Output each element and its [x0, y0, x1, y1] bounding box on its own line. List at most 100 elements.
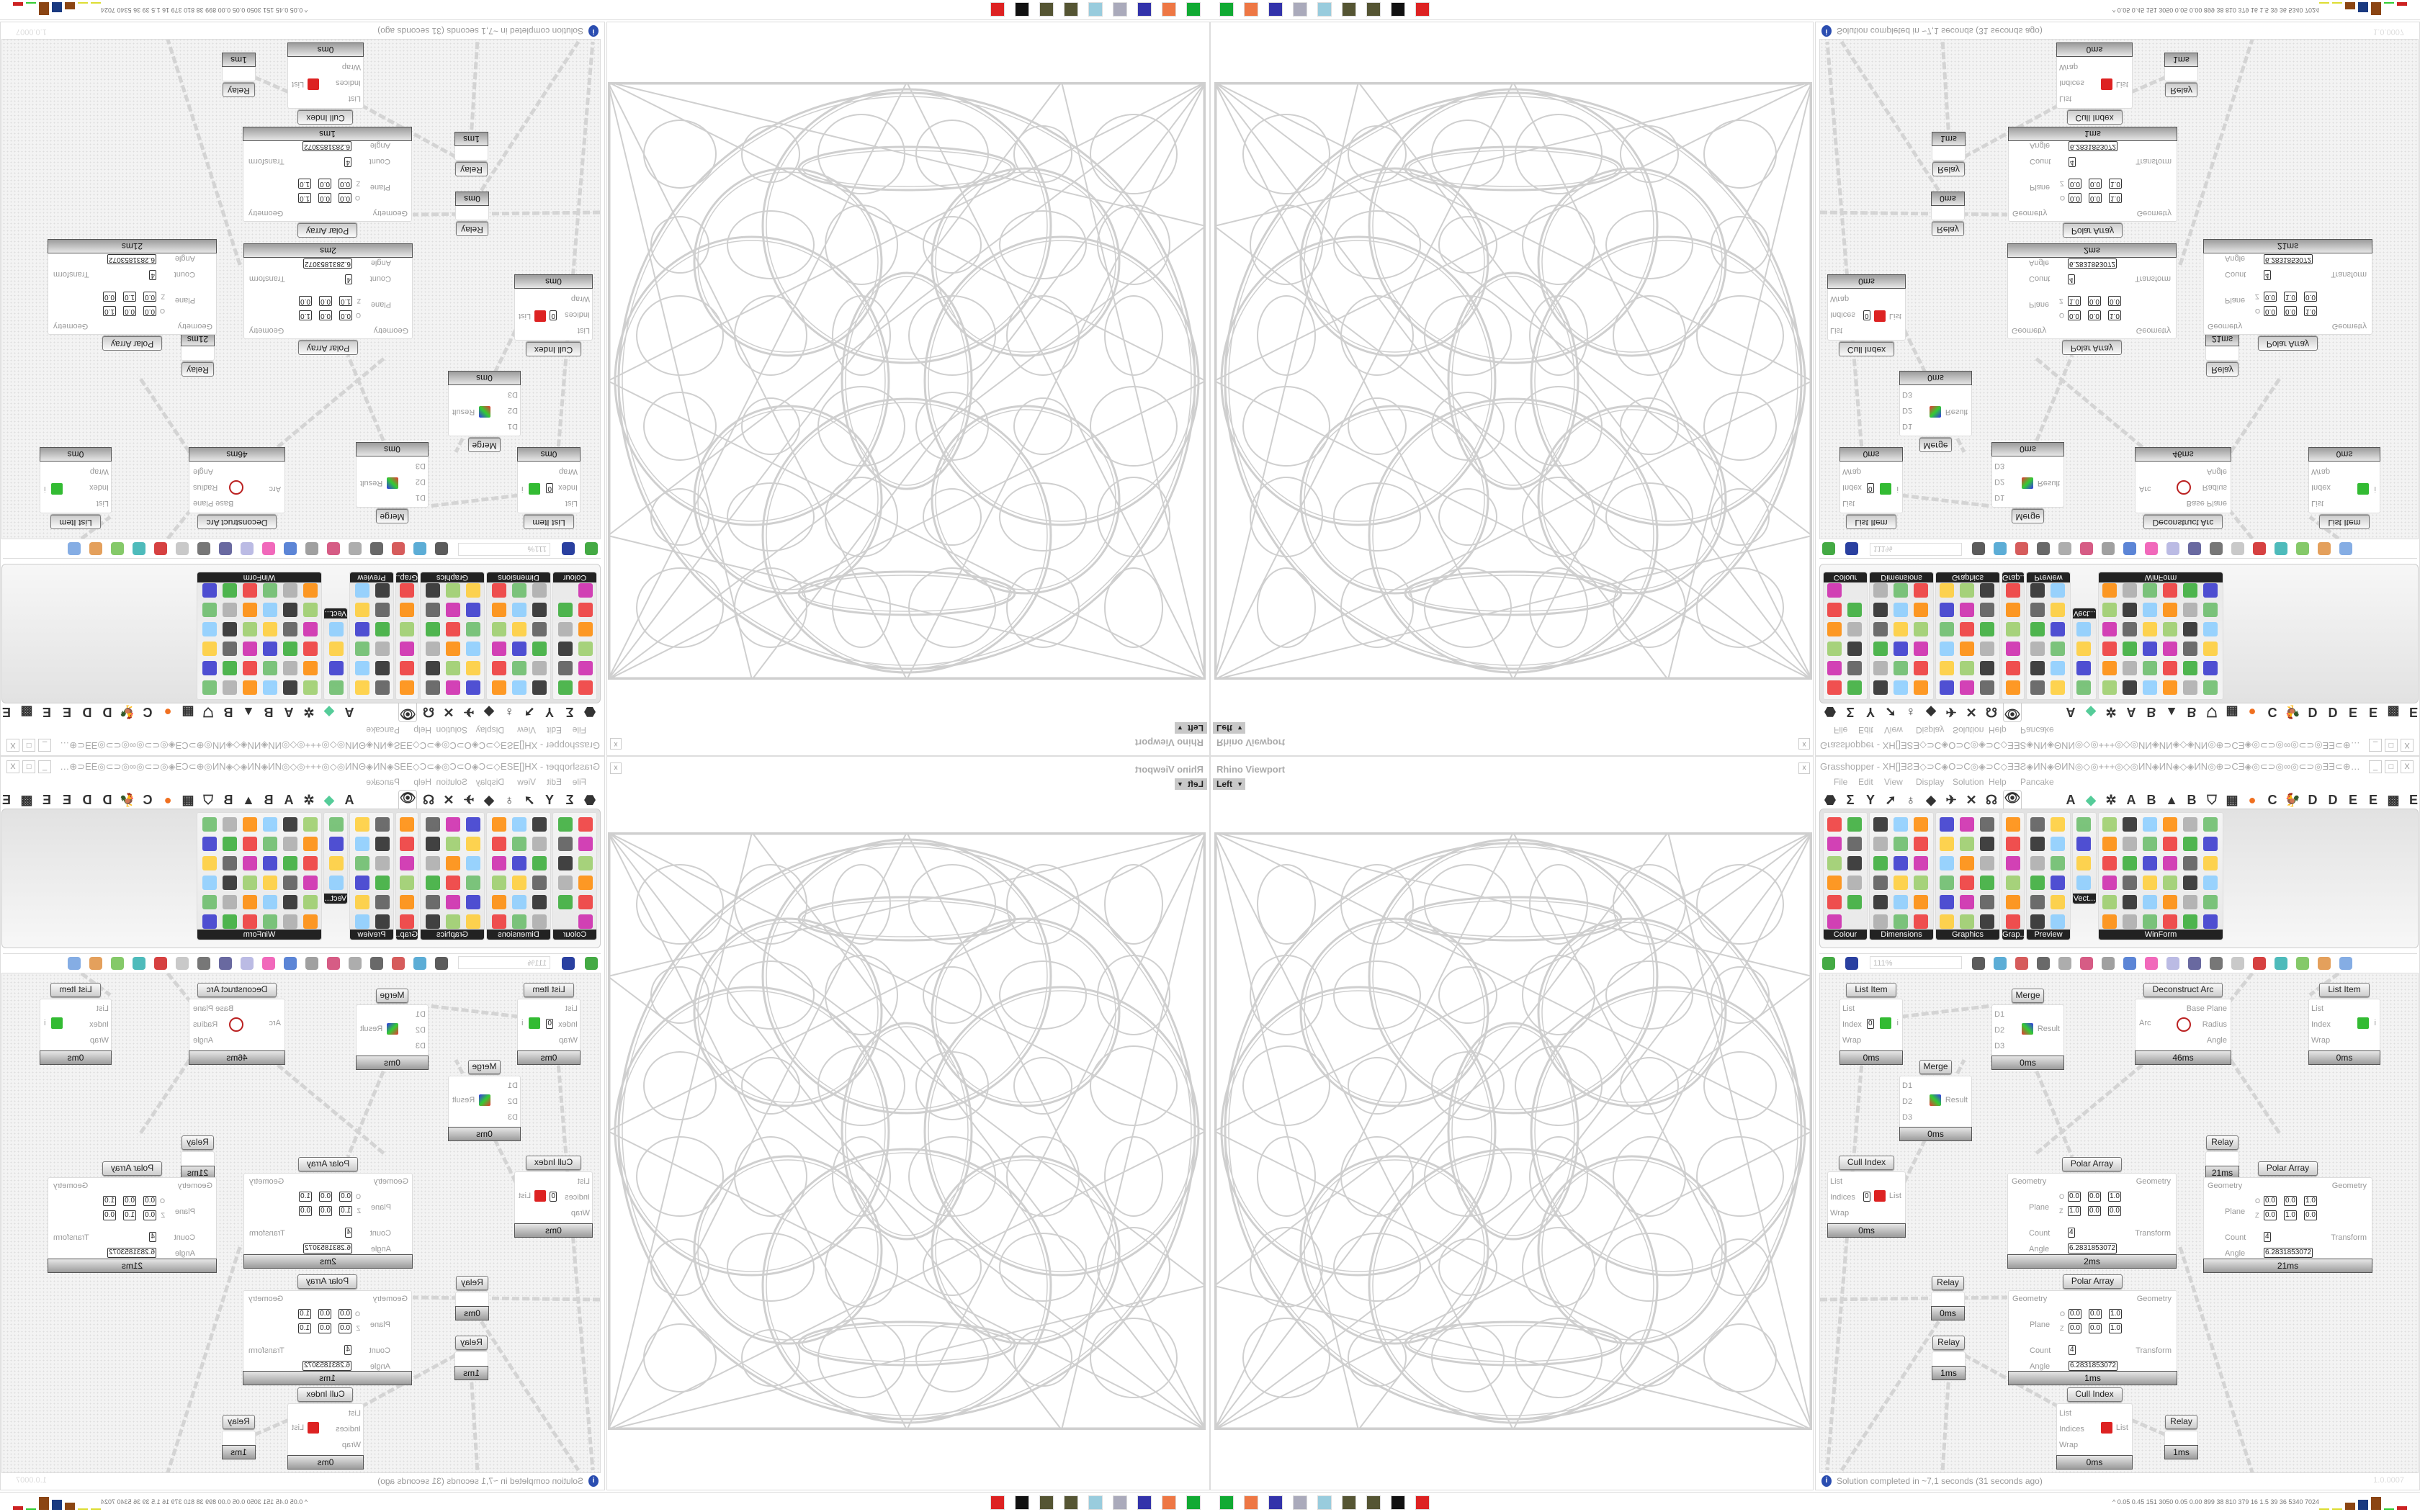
component-icon[interactable] — [1873, 622, 1888, 636]
component-icon[interactable] — [492, 876, 506, 890]
plane-o-value[interactable]: 0.0 — [2069, 193, 2081, 203]
component-icon[interactable] — [1960, 876, 1974, 890]
view-selector[interactable]: Left ▼ — [1213, 778, 1245, 790]
tab-display-eye[interactable]: 👁 — [398, 790, 417, 809]
pinecone-icon[interactable] — [1064, 2, 1078, 17]
component-icon[interactable] — [243, 680, 257, 695]
viewport-close-button[interactable]: x — [610, 762, 622, 774]
input-index[interactable]: Index — [2311, 483, 2331, 492]
plane-o-value[interactable]: 0.0 — [143, 306, 156, 316]
component-icon[interactable] — [223, 603, 237, 617]
component-body[interactable] — [454, 1351, 488, 1367]
menu-pancake[interactable]: Pancake — [2020, 725, 2054, 735]
input-list[interactable]: List — [2059, 94, 2072, 103]
panel-label[interactable]: WinForm — [197, 930, 321, 940]
component-icon[interactable] — [1847, 895, 1862, 909]
toolbar-icon[interactable] — [2188, 957, 2201, 970]
tab-letter[interactable]: ● — [163, 705, 172, 719]
input-angle[interactable]: Angle — [2029, 1245, 2050, 1254]
component-icon[interactable] — [2163, 642, 2177, 656]
component-icon[interactable] — [223, 856, 237, 870]
component-relay[interactable]: Relay 1ms — [454, 130, 488, 176]
toolbar-icon[interactable] — [2253, 957, 2266, 970]
component-icon[interactable] — [2102, 642, 2117, 656]
component-icon[interactable] — [1873, 661, 1888, 675]
panel-label[interactable]: Grap... — [396, 572, 418, 582]
tab-letter[interactable]: D — [2328, 793, 2338, 807]
component-icon[interactable] — [1980, 817, 1994, 832]
component-icon[interactable] — [1894, 583, 1908, 598]
input-d2[interactable]: D2 — [1994, 477, 2005, 486]
component-title[interactable]: List Item — [523, 983, 575, 997]
component-icon[interactable] — [355, 876, 369, 890]
toolbar-icon[interactable] — [413, 957, 426, 970]
tab-icon[interactable]: ✕ — [443, 793, 454, 807]
component-list-item[interactable]: List Item 0ms List Index Wrap i 0 — [517, 445, 581, 529]
viewport-geometry[interactable] — [1214, 82, 1812, 680]
component-title[interactable]: Polar Array — [297, 1274, 358, 1289]
count-value[interactable]: 4 — [345, 274, 352, 284]
component-icon[interactable] — [202, 642, 217, 656]
component-title[interactable]: List Item — [1845, 983, 1897, 997]
close-button[interactable]: X — [2401, 739, 2414, 752]
tab-letter[interactable]: ▦ — [2226, 705, 2238, 719]
component-icon[interactable] — [1940, 817, 1954, 832]
output-i[interactable]: i — [2374, 485, 2376, 493]
component-icon[interactable] — [329, 680, 344, 695]
toolbar-icon[interactable] — [327, 542, 340, 555]
component-icon[interactable] — [466, 642, 480, 656]
tab-letter[interactable]: A — [344, 793, 354, 807]
input-list[interactable]: List — [348, 94, 361, 103]
tab-letter[interactable]: B — [264, 705, 274, 719]
component-icon[interactable] — [2143, 895, 2157, 909]
notepad-icon[interactable] — [1317, 2, 1332, 17]
component-icon[interactable] — [1940, 895, 1954, 909]
component-title[interactable]: Merge — [468, 438, 501, 452]
component-icon[interactable] — [2183, 583, 2197, 598]
tab-icon[interactable]: ☊ — [1986, 705, 1997, 719]
tab-letter[interactable]: ● — [2248, 793, 2257, 807]
component-icon[interactable] — [1914, 914, 1928, 929]
component-icon[interactable] — [532, 642, 547, 656]
component-title[interactable]: Polar Array — [2062, 1274, 2123, 1289]
input-wrap[interactable]: Wrap — [570, 294, 590, 303]
component-icon[interactable] — [512, 680, 526, 695]
component-icon[interactable] — [1827, 680, 1842, 695]
component-icon[interactable] — [578, 895, 593, 909]
component-icon[interactable] — [2183, 914, 2197, 929]
component-icon[interactable] — [2143, 642, 2157, 656]
component-icon[interactable] — [283, 817, 297, 832]
input-angle[interactable]: Angle — [370, 1245, 391, 1254]
component-icon[interactable] — [492, 895, 506, 909]
component-icon[interactable] — [1873, 603, 1888, 617]
index-value[interactable]: 0 — [1863, 310, 1870, 320]
component-icon[interactable] — [243, 603, 257, 617]
component-title[interactable]: Cull Index — [297, 1387, 354, 1402]
toolbar-icon[interactable] — [2231, 957, 2244, 970]
tab-letter[interactable]: D — [2308, 705, 2318, 719]
plane-o-value[interactable]: 0.0 — [2284, 306, 2297, 316]
component-icon[interactable] — [223, 817, 237, 832]
tab-letter[interactable]: C — [2267, 793, 2277, 807]
grasshopper-canvas[interactable]: List Item 0ms List Index Wrap i 0 Merge 0ms D1 D2 D… — [1, 973, 601, 1473]
tab-letter[interactable]: ⛉ — [203, 793, 213, 807]
output-list[interactable]: List — [2115, 80, 2128, 89]
app-launcher-icon[interactable] — [1186, 2, 1201, 17]
floppy-64-icon[interactable] — [1268, 1495, 1283, 1510]
input-geometry[interactable]: Geometry — [2208, 322, 2243, 330]
component-title[interactable]: Merge — [2012, 509, 2044, 523]
pinecone-icon[interactable] — [1064, 1495, 1078, 1510]
component-icon[interactable] — [1960, 622, 1974, 636]
component-icon[interactable] — [2006, 895, 2020, 909]
tab-letter[interactable]: ◆ — [2086, 793, 2096, 807]
component-icon[interactable] — [1894, 603, 1908, 617]
component-title[interactable]: Polar Array — [2061, 341, 2123, 355]
toolbar-icon[interactable] — [327, 957, 340, 970]
component-title[interactable]: Polar Array — [2257, 336, 2318, 351]
view-selector[interactable]: Left ▼ — [1175, 722, 1207, 734]
component-icon[interactable] — [375, 895, 390, 909]
component-body[interactable] — [1932, 145, 1966, 161]
output-list[interactable]: List — [2115, 1423, 2128, 1432]
component-icon[interactable] — [375, 914, 390, 929]
component-icon[interactable] — [2183, 642, 2197, 656]
